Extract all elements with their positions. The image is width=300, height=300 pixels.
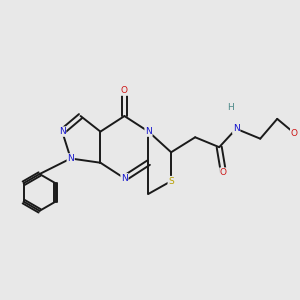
Text: O: O	[121, 86, 128, 95]
Text: O: O	[220, 168, 227, 177]
Text: H: H	[227, 103, 234, 112]
Text: N: N	[67, 154, 74, 163]
Text: N: N	[121, 174, 128, 183]
Text: N: N	[59, 127, 66, 136]
Text: O: O	[291, 128, 298, 137]
Text: N: N	[233, 124, 240, 133]
Text: N: N	[145, 127, 152, 136]
Text: S: S	[168, 177, 174, 186]
